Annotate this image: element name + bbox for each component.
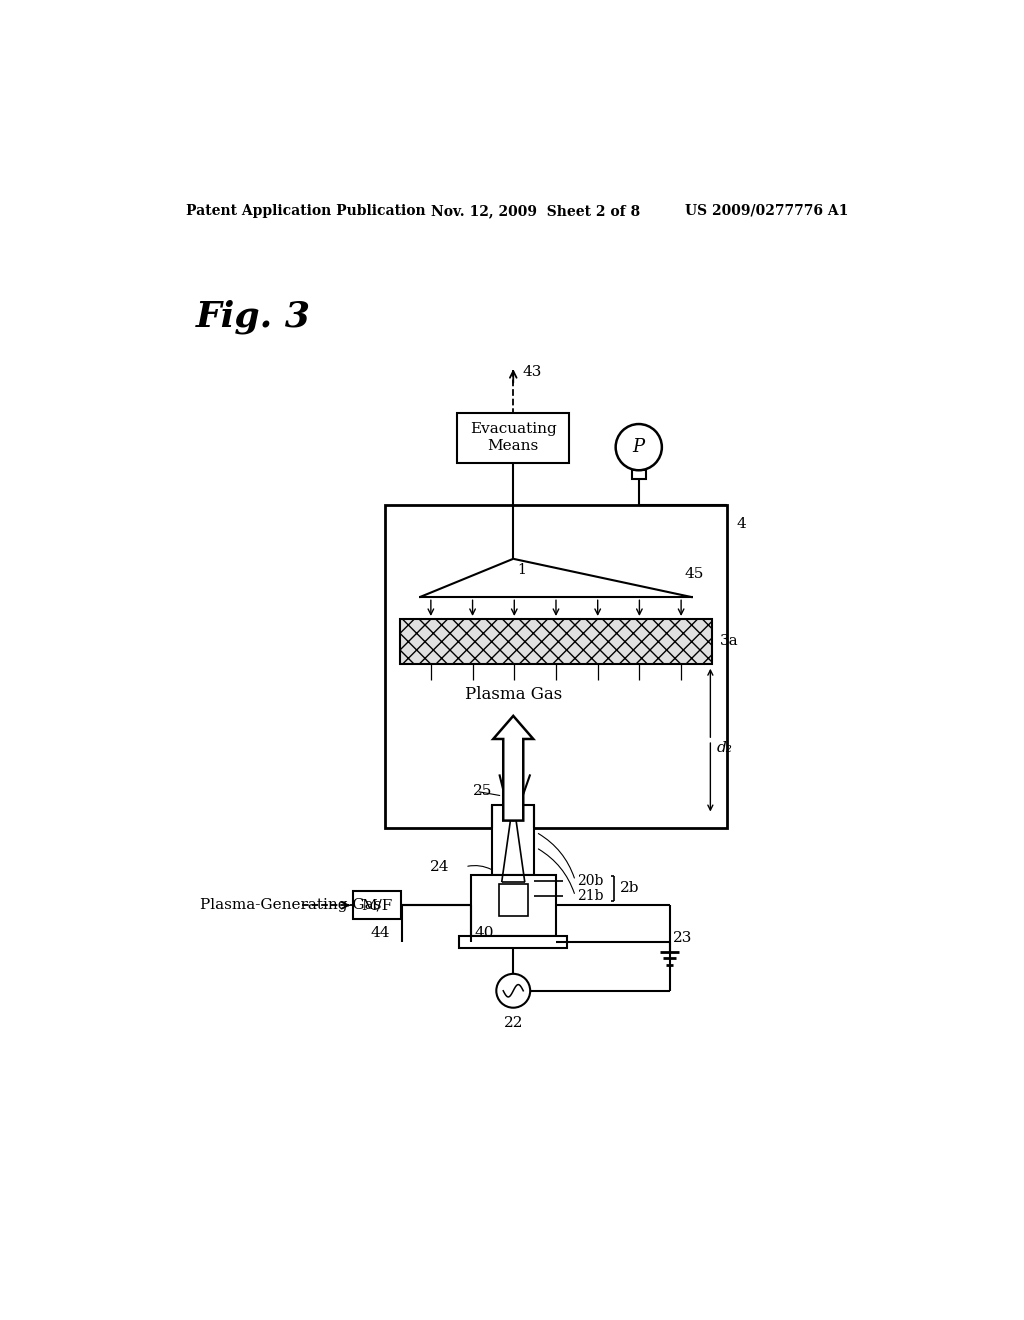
Bar — [458, 412, 569, 462]
Text: Evacuating
Means: Evacuating Means — [470, 422, 557, 453]
Text: 43: 43 — [522, 366, 542, 379]
Circle shape — [497, 974, 530, 1007]
Text: M/F: M/F — [361, 899, 392, 912]
Bar — [499, 884, 528, 916]
Text: Fig. 3: Fig. 3 — [196, 300, 311, 334]
Text: US 2009/0277776 A1: US 2009/0277776 A1 — [685, 203, 848, 218]
Bar — [385, 506, 727, 829]
Bar — [353, 891, 400, 919]
Bar — [471, 874, 556, 936]
Text: Plasma Gas: Plasma Gas — [465, 686, 562, 702]
Text: 2b: 2b — [620, 882, 639, 895]
Text: 45: 45 — [685, 568, 705, 581]
Text: d₂: d₂ — [717, 741, 732, 755]
FancyArrow shape — [494, 715, 534, 821]
Text: 1: 1 — [517, 564, 526, 577]
Text: 25: 25 — [473, 784, 493, 799]
Text: 4: 4 — [736, 517, 746, 531]
Text: 44: 44 — [371, 927, 390, 940]
Text: 23: 23 — [674, 932, 693, 945]
Text: Nov. 12, 2009  Sheet 2 of 8: Nov. 12, 2009 Sheet 2 of 8 — [431, 203, 640, 218]
Text: 3a: 3a — [720, 634, 738, 648]
Text: Patent Application Publication: Patent Application Publication — [186, 203, 426, 218]
Text: 40: 40 — [475, 927, 495, 940]
Text: 22: 22 — [504, 1016, 523, 1030]
Bar — [400, 619, 712, 664]
Text: P: P — [633, 438, 645, 457]
Circle shape — [615, 424, 662, 470]
Bar — [493, 805, 535, 875]
Bar — [632, 470, 646, 479]
Text: 24: 24 — [430, 859, 450, 874]
Text: 21b: 21b — [577, 890, 603, 903]
Text: Plasma-Generating Gas: Plasma-Generating Gas — [200, 899, 381, 912]
Text: 20b: 20b — [577, 874, 603, 887]
Bar — [460, 936, 567, 948]
